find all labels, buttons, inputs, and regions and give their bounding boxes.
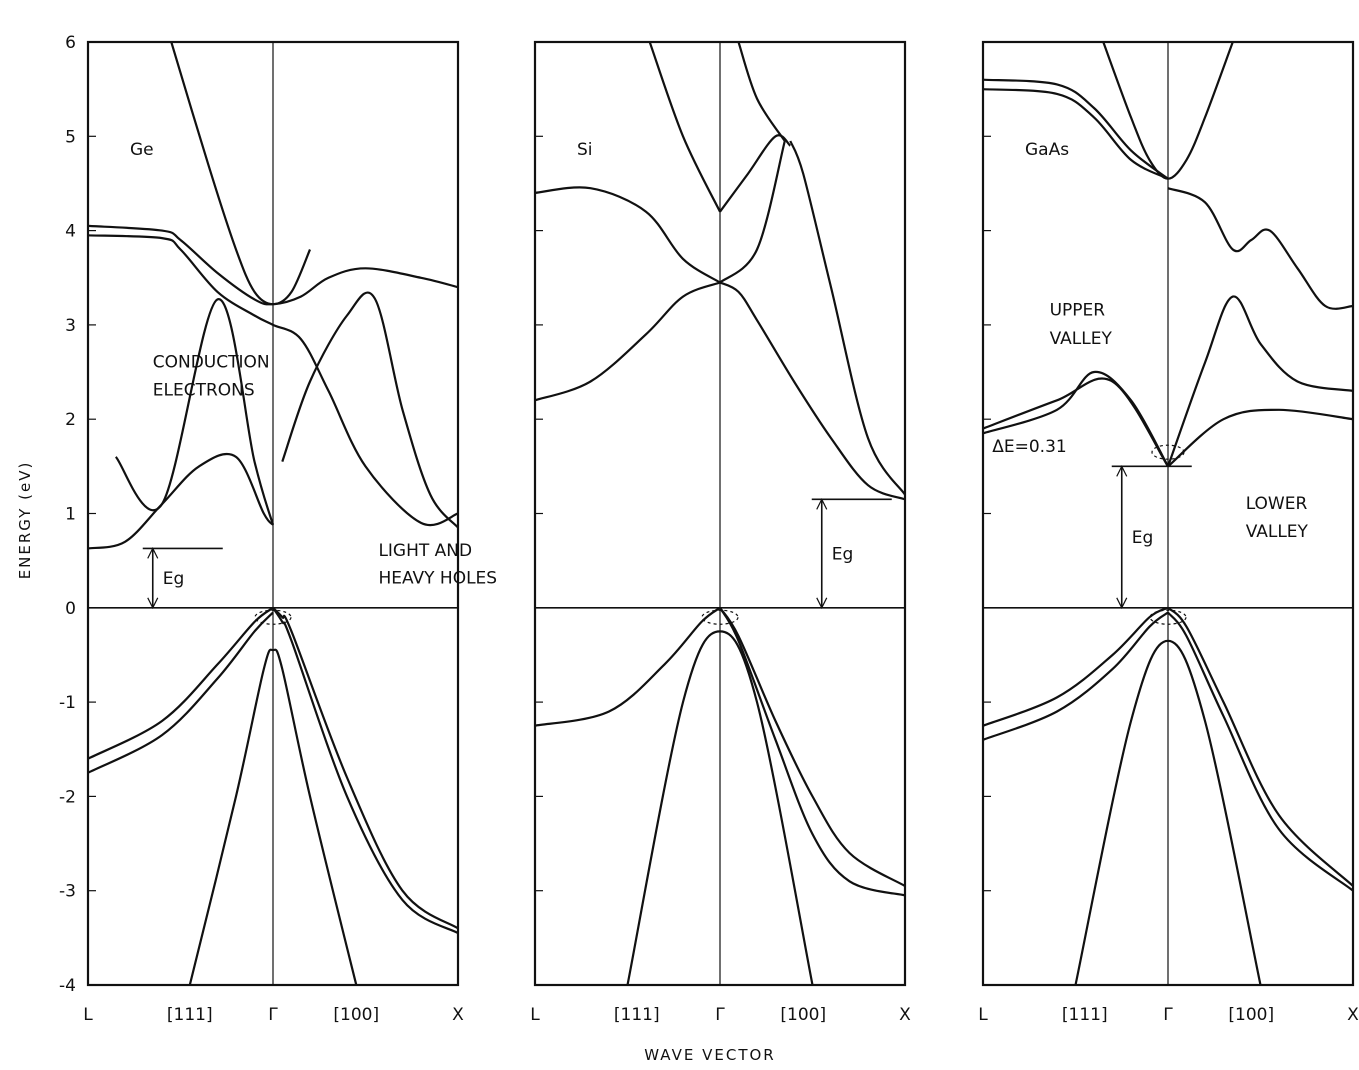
band-curve	[281, 291, 458, 529]
annotation-label: LOWER	[1246, 494, 1308, 514]
annotation-label: CONDUCTION	[153, 352, 270, 372]
band-curve	[719, 607, 905, 897]
x-tick-label: X	[1347, 1005, 1359, 1025]
electron-pocket	[1151, 444, 1185, 460]
y-tick-label: 6	[65, 33, 76, 53]
panel-frame-group	[86, 40, 460, 987]
hole-pocket	[1149, 609, 1187, 625]
band-curve	[114, 298, 275, 526]
x-tick-label: [111]	[614, 1005, 660, 1025]
panel-ge	[88, 42, 458, 985]
y-tick-label: 1	[65, 505, 76, 525]
annotation-label: UPPER	[1050, 300, 1106, 320]
band-curve	[789, 140, 905, 496]
band-curve	[1167, 408, 1353, 468]
y-tick-label: 2	[65, 410, 76, 430]
band-curve	[88, 611, 274, 774]
band-curve	[737, 42, 786, 142]
band-gap-label: Eg	[163, 569, 185, 589]
band-curve	[719, 281, 905, 501]
x-tick-label: [111]	[167, 1005, 213, 1025]
x-axis-title: WAVE VECTOR	[644, 1046, 775, 1064]
x-tick-label: X	[899, 1005, 911, 1025]
annotation-label: VALLEY	[1050, 329, 1113, 349]
x-tick-label: [100]	[1228, 1005, 1274, 1025]
x-tick-label: Γ	[1163, 1005, 1173, 1025]
x-tick-label: Γ	[268, 1005, 278, 1025]
band-curve	[719, 140, 786, 284]
annotation-label: ΔE=0.31	[992, 437, 1066, 457]
x-tick-label: L	[83, 1005, 93, 1025]
band-curve	[719, 134, 792, 213]
band-gap-label: Eg	[832, 545, 854, 565]
arrow-head	[816, 498, 828, 510]
band-curve	[272, 607, 458, 935]
panel-frame-group	[533, 40, 907, 987]
band-curve	[535, 281, 721, 402]
band-curve	[983, 377, 1169, 467]
band-curve	[535, 186, 721, 284]
band-curve	[983, 78, 1169, 180]
hole-pocket	[254, 609, 292, 625]
band-curve	[719, 607, 905, 887]
arrow-head	[816, 597, 828, 610]
arrow-head	[1116, 597, 1128, 610]
panel-si	[535, 42, 905, 985]
hole-pocket	[701, 609, 739, 625]
x-tick-label: [100]	[333, 1005, 379, 1025]
band-curve	[1167, 187, 1353, 310]
band-curve	[170, 42, 312, 306]
x-tick-label: L	[978, 1005, 988, 1025]
band-gap-label: Eg	[1132, 528, 1154, 548]
panel-material-label: GaAs	[1025, 140, 1069, 160]
arrow-head	[1116, 465, 1128, 477]
band-curve	[88, 606, 274, 760]
band-curve	[983, 606, 1169, 727]
annotation-label: ELECTRONS	[153, 381, 255, 401]
y-tick-label: 3	[65, 316, 76, 336]
x-tick-label: X	[452, 1005, 464, 1025]
annotation-label: HEAVY HOLES	[378, 568, 497, 588]
x-tick-label: L	[530, 1005, 540, 1025]
y-tick-label: 4	[65, 222, 76, 242]
x-tick-label: Γ	[715, 1005, 725, 1025]
y-tick-label: -4	[59, 976, 76, 996]
arrow-head	[147, 597, 159, 610]
band-curve	[983, 370, 1169, 467]
y-tick-label: 5	[65, 127, 76, 147]
band-curve	[648, 42, 721, 213]
band-curve	[983, 88, 1169, 180]
annotation-label: LIGHT AND	[378, 541, 472, 561]
band-curve	[1167, 611, 1353, 892]
band-curve	[1166, 295, 1353, 467]
panel-material-label: Si	[577, 140, 593, 160]
band-curve	[535, 606, 721, 727]
arrow-head	[147, 547, 159, 559]
y-tick-label: -1	[59, 693, 76, 713]
annotation-label: VALLEY	[1246, 522, 1309, 542]
band-curve	[1167, 606, 1353, 887]
x-tick-label: [111]	[1062, 1005, 1108, 1025]
y-axis-title: ENERGY (eV)	[16, 461, 34, 580]
x-tick-label: [100]	[780, 1005, 826, 1025]
band-curve	[88, 452, 274, 550]
y-tick-label: 0	[65, 599, 76, 619]
panel-material-label: Ge	[130, 140, 154, 160]
band-curve	[272, 607, 458, 930]
y-tick-label: -3	[59, 882, 76, 902]
panel-frame-group	[981, 40, 1355, 987]
band-curve	[983, 611, 1169, 741]
y-tick-label: -2	[59, 787, 76, 807]
